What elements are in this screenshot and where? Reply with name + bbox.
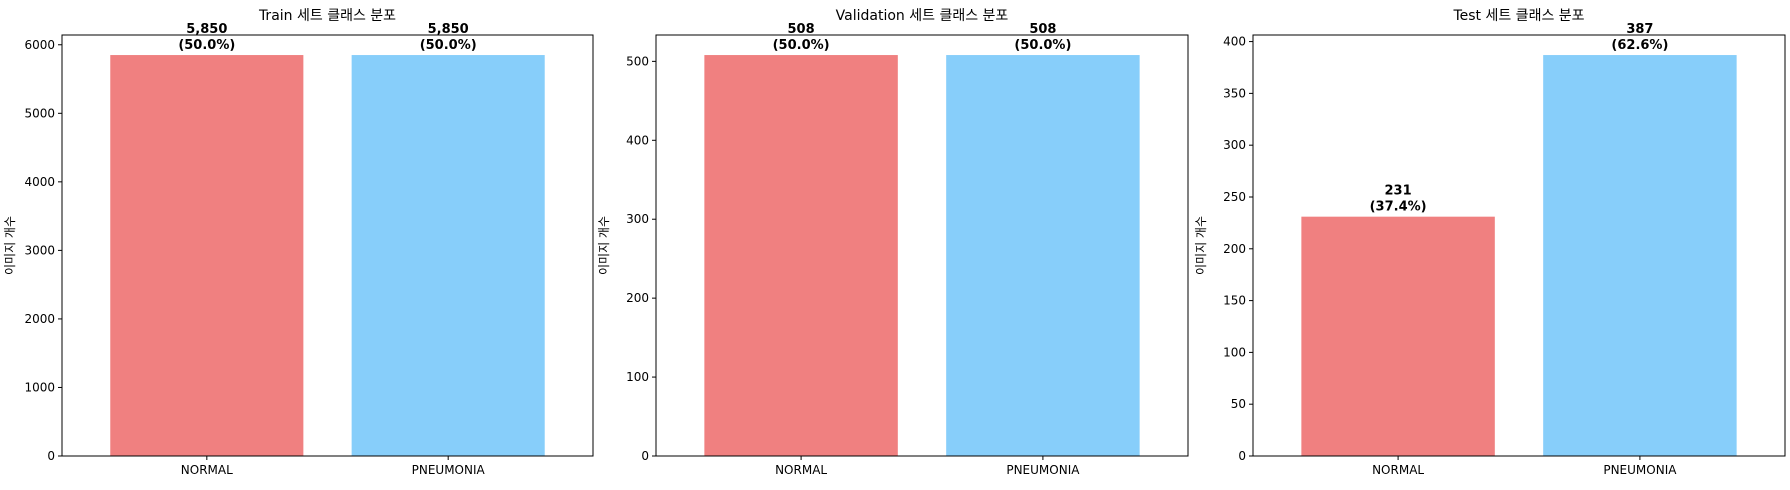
x-tick-label: NORMAL bbox=[775, 463, 827, 477]
y-tick-label: 2000 bbox=[24, 312, 55, 326]
x-tick-label: PNEUMONIA bbox=[1603, 463, 1677, 477]
y-tick-label: 400 bbox=[626, 133, 649, 147]
y-tick-label: 150 bbox=[1223, 294, 1246, 308]
bar-pneumonia bbox=[351, 55, 545, 457]
x-tick-label: PNEUMONIA bbox=[1006, 463, 1080, 477]
y-tick-label: 0 bbox=[641, 449, 649, 463]
chart-panel-1: 0 1000 2000 3000 4000 5000 6000 NORMAL PNEUMONIA… bbox=[3, 8, 594, 477]
y-tick-label: 500 bbox=[626, 54, 649, 68]
data-label: 508 (50.0%) bbox=[773, 22, 830, 53]
chart-title: Validation 세트 클래스 분포 bbox=[836, 8, 1009, 24]
y-tick-label: 0 bbox=[47, 449, 55, 463]
y-tick-label: 250 bbox=[1223, 190, 1246, 204]
y-tick-label: 4000 bbox=[24, 175, 55, 189]
x-tick-label: NORMAL bbox=[1372, 463, 1424, 477]
bar-normal bbox=[110, 55, 304, 457]
axes-frame bbox=[61, 34, 594, 457]
chart-title: Train 세트 클래스 분포 bbox=[258, 8, 396, 24]
y-tick-label: 6000 bbox=[24, 38, 55, 52]
y-axis-label: 이미지 개수 bbox=[597, 216, 611, 275]
y-tick-label: 300 bbox=[1223, 138, 1246, 152]
chart-title: Test 세트 클래스 분포 bbox=[1452, 8, 1584, 24]
bar-pneumonia bbox=[1543, 55, 1737, 457]
y-axis-label: 이미지 개수 bbox=[3, 216, 17, 275]
bar-pneumonia bbox=[946, 55, 1140, 457]
data-label: 5,850 (50.0%) bbox=[178, 22, 235, 53]
y-tick-label: 400 bbox=[1223, 35, 1246, 49]
data-label: 5,850 (50.0%) bbox=[420, 22, 477, 53]
y-tick-label: 3000 bbox=[24, 243, 55, 257]
chart-panel-2: 0 100 200 300 400 500 NORMAL PNEUMONIA 508 (50.0%… bbox=[597, 8, 1189, 477]
axes-frame bbox=[1252, 34, 1786, 457]
y-tick-label: 50 bbox=[1231, 397, 1246, 411]
chart-panel-3: 0 50 100 150 200 250 300 350 400 NORMAL PNEUMONIA 2… bbox=[1194, 8, 1786, 477]
axes-frame bbox=[655, 34, 1189, 457]
data-label: 508 (50.0%) bbox=[1014, 22, 1071, 53]
y-tick-label: 200 bbox=[1223, 242, 1246, 256]
x-tick-label: NORMAL bbox=[181, 463, 233, 477]
y-axis-label: 이미지 개수 bbox=[1194, 216, 1208, 275]
y-tick-label: 5000 bbox=[24, 106, 55, 120]
bar-normal bbox=[704, 55, 898, 457]
y-tick-label: 200 bbox=[626, 291, 649, 305]
x-tick-label: PNEUMONIA bbox=[412, 463, 486, 477]
y-tick-label: 100 bbox=[1223, 345, 1246, 359]
data-label: 231 (37.4%) bbox=[1370, 184, 1427, 215]
bar-normal bbox=[1301, 216, 1495, 456]
y-tick-label: 0 bbox=[1238, 449, 1246, 463]
y-tick-label: 1000 bbox=[24, 380, 55, 394]
y-tick-label: 350 bbox=[1223, 86, 1246, 100]
y-tick-label: 100 bbox=[626, 370, 649, 384]
data-label: 387 (62.6%) bbox=[1611, 22, 1668, 53]
y-tick-label: 300 bbox=[626, 212, 649, 226]
